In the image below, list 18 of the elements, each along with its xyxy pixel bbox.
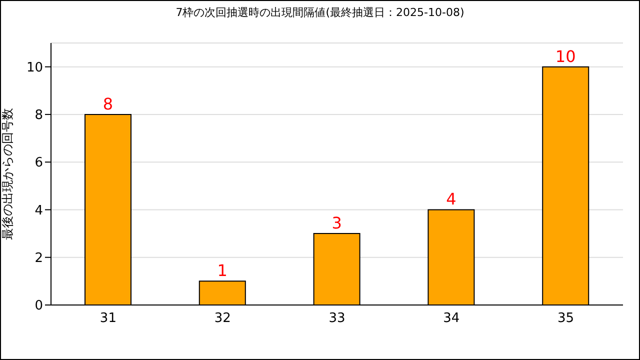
x-tick-label: 35 xyxy=(558,311,574,326)
chart-title: 7枠の次回抽選時の出現間隔値(最終抽選日：2025-10-08) xyxy=(174,5,466,20)
y-tick-label: 10 xyxy=(26,60,43,76)
data-label: 4 xyxy=(446,190,456,209)
data-label: 1 xyxy=(217,261,228,280)
y-tick-label: 6 xyxy=(34,156,43,171)
data-label: 8 xyxy=(102,94,114,114)
y-tick-label: 8 xyxy=(34,108,43,124)
data-label: 3 xyxy=(332,214,342,233)
y-tick-label: 2 xyxy=(34,250,43,266)
y-axis-title: 最後の出現からの回号数 xyxy=(0,108,14,240)
x-tick-label: 32 xyxy=(214,311,231,326)
y-tick-label: 4 xyxy=(34,203,43,218)
x-tick-label: 34 xyxy=(443,311,460,326)
x-tick-label: 31 xyxy=(100,311,116,326)
data-label: 10 xyxy=(555,46,576,66)
x-tick-label: 33 xyxy=(328,311,346,326)
y-tick-label: 0 xyxy=(34,298,43,314)
